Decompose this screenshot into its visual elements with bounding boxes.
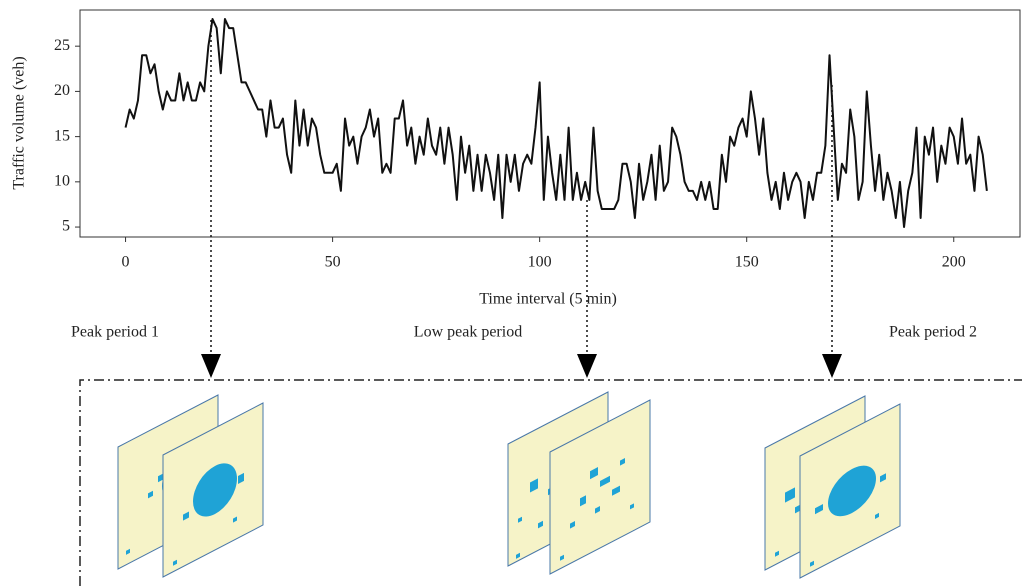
plot-frame — [79, 9, 1021, 238]
cell — [560, 554, 564, 561]
y-tick-label: 20 — [54, 82, 70, 99]
panel-cells — [810, 465, 886, 567]
y-tick-label: 15 — [54, 127, 70, 144]
cell — [785, 487, 795, 503]
cell — [516, 552, 520, 559]
x-tick-label: 200 — [942, 254, 966, 271]
cell — [173, 559, 177, 566]
cell — [875, 512, 879, 520]
arrow-heads — [201, 354, 842, 378]
cell — [538, 520, 543, 529]
cell — [880, 473, 886, 483]
arrows — [210, 20, 833, 358]
cell — [233, 516, 237, 523]
cell — [238, 472, 244, 485]
arrow-head — [577, 354, 597, 378]
cell — [530, 478, 538, 493]
x-tick-label: 50 — [325, 254, 341, 271]
y-axis-label: Traffic volume (veh) — [11, 56, 28, 189]
cell — [775, 550, 779, 557]
annotation: Peak period 1 — [71, 324, 159, 341]
y-tick-label: 5 — [62, 218, 70, 235]
arrow-head — [201, 354, 221, 378]
cell — [595, 506, 600, 514]
annotation: Low peak period — [414, 324, 522, 341]
cell — [570, 521, 575, 529]
x-tick-label: 0 — [122, 254, 130, 271]
y-tick-label: 25 — [54, 37, 70, 54]
panel-cells — [173, 463, 244, 566]
arrow-head — [822, 354, 842, 378]
cell — [630, 503, 634, 510]
cell — [815, 504, 823, 515]
y-tick-label: 10 — [54, 173, 70, 190]
x-tick-label: 100 — [528, 254, 552, 271]
cell — [183, 511, 189, 521]
blob — [828, 465, 876, 517]
panel-cells — [560, 458, 634, 561]
cell — [580, 495, 586, 507]
annotation: Peak period 2 — [889, 324, 977, 341]
cell — [518, 516, 522, 523]
blob — [193, 463, 237, 517]
heatmap-panels — [117, 391, 901, 579]
cell — [600, 475, 610, 488]
panel-border — [79, 379, 1022, 586]
cell — [126, 548, 130, 555]
line-series — [124, 18, 988, 229]
cell — [148, 490, 153, 499]
x-axis-label: Time interval (5 min) — [479, 291, 617, 308]
cell — [810, 560, 814, 567]
cell — [620, 458, 625, 466]
cell — [612, 485, 620, 496]
cell — [590, 467, 598, 480]
x-tick-label: 150 — [735, 254, 759, 271]
